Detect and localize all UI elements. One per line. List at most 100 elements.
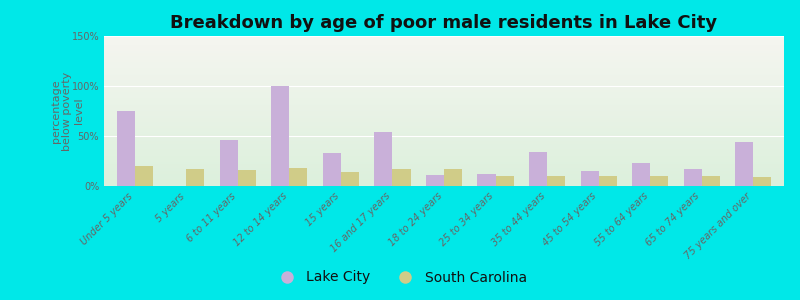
- Bar: [104, 130, 784, 132]
- Bar: [104, 38, 784, 39]
- Bar: [104, 128, 784, 129]
- Bar: [104, 123, 784, 124]
- Bar: [104, 156, 784, 158]
- Bar: [104, 132, 784, 134]
- Bar: [104, 92, 784, 93]
- Bar: [104, 129, 784, 130]
- Bar: [104, 84, 784, 86]
- Bar: [104, 105, 784, 106]
- Bar: [104, 174, 784, 176]
- Bar: [271, 86, 290, 186]
- Bar: [598, 176, 617, 186]
- Bar: [104, 58, 784, 60]
- Bar: [444, 169, 462, 186]
- Bar: [104, 144, 784, 146]
- Bar: [341, 172, 359, 186]
- Bar: [104, 99, 784, 100]
- Bar: [753, 177, 771, 186]
- Bar: [104, 74, 784, 75]
- Bar: [104, 160, 784, 162]
- Bar: [104, 54, 784, 56]
- Bar: [104, 176, 784, 177]
- Bar: [104, 141, 784, 142]
- Bar: [104, 64, 784, 66]
- Bar: [104, 140, 784, 141]
- Bar: [104, 167, 784, 168]
- Bar: [220, 140, 238, 186]
- Bar: [104, 48, 784, 50]
- Title: Breakdown by age of poor male residents in Lake City: Breakdown by age of poor male residents …: [170, 14, 718, 32]
- Bar: [104, 153, 784, 154]
- Bar: [426, 175, 444, 186]
- Bar: [104, 88, 784, 90]
- Bar: [104, 69, 784, 70]
- Bar: [104, 118, 784, 120]
- Bar: [104, 122, 784, 123]
- Bar: [478, 174, 495, 186]
- Bar: [104, 126, 784, 128]
- Bar: [632, 163, 650, 186]
- Bar: [104, 169, 784, 171]
- Bar: [104, 63, 784, 64]
- Bar: [104, 40, 784, 42]
- Bar: [104, 80, 784, 81]
- Bar: [104, 147, 784, 148]
- Y-axis label: percentage
below poverty
level: percentage below poverty level: [50, 71, 84, 151]
- Bar: [290, 168, 307, 186]
- Bar: [104, 136, 784, 138]
- Bar: [117, 111, 135, 186]
- Bar: [104, 165, 784, 166]
- Bar: [104, 44, 784, 45]
- Bar: [104, 111, 784, 112]
- Bar: [104, 42, 784, 44]
- Bar: [104, 120, 784, 122]
- Bar: [702, 176, 720, 186]
- Bar: [104, 100, 784, 102]
- Bar: [735, 142, 753, 186]
- Bar: [104, 39, 784, 40]
- Bar: [104, 150, 784, 152]
- Bar: [104, 72, 784, 74]
- Bar: [104, 76, 784, 78]
- Bar: [104, 93, 784, 94]
- Bar: [104, 114, 784, 116]
- Bar: [104, 51, 784, 52]
- Bar: [104, 135, 784, 136]
- Bar: [104, 81, 784, 82]
- Bar: [104, 148, 784, 150]
- Bar: [104, 85, 784, 87]
- Bar: [104, 70, 784, 72]
- Bar: [104, 171, 784, 172]
- Bar: [104, 75, 784, 76]
- Bar: [104, 46, 784, 48]
- Bar: [104, 78, 784, 80]
- Bar: [104, 108, 784, 110]
- Bar: [581, 171, 598, 186]
- Bar: [104, 56, 784, 57]
- Bar: [104, 68, 784, 69]
- Bar: [529, 152, 547, 186]
- Bar: [104, 82, 784, 84]
- Bar: [104, 159, 784, 160]
- Bar: [104, 152, 784, 153]
- Bar: [104, 110, 784, 111]
- Bar: [104, 50, 784, 51]
- Bar: [104, 66, 784, 68]
- Bar: [104, 158, 784, 159]
- Legend: Lake City, South Carolina: Lake City, South Carolina: [267, 265, 533, 290]
- Bar: [104, 134, 784, 135]
- Bar: [104, 180, 784, 182]
- Bar: [104, 116, 784, 117]
- Bar: [374, 132, 393, 186]
- Bar: [186, 169, 205, 186]
- Bar: [104, 184, 784, 186]
- Bar: [104, 36, 784, 38]
- Bar: [104, 61, 784, 63]
- Bar: [104, 164, 784, 165]
- Bar: [104, 106, 784, 108]
- Bar: [104, 94, 784, 96]
- Bar: [104, 117, 784, 118]
- Bar: [104, 183, 784, 184]
- Bar: [104, 45, 784, 46]
- Bar: [104, 138, 784, 140]
